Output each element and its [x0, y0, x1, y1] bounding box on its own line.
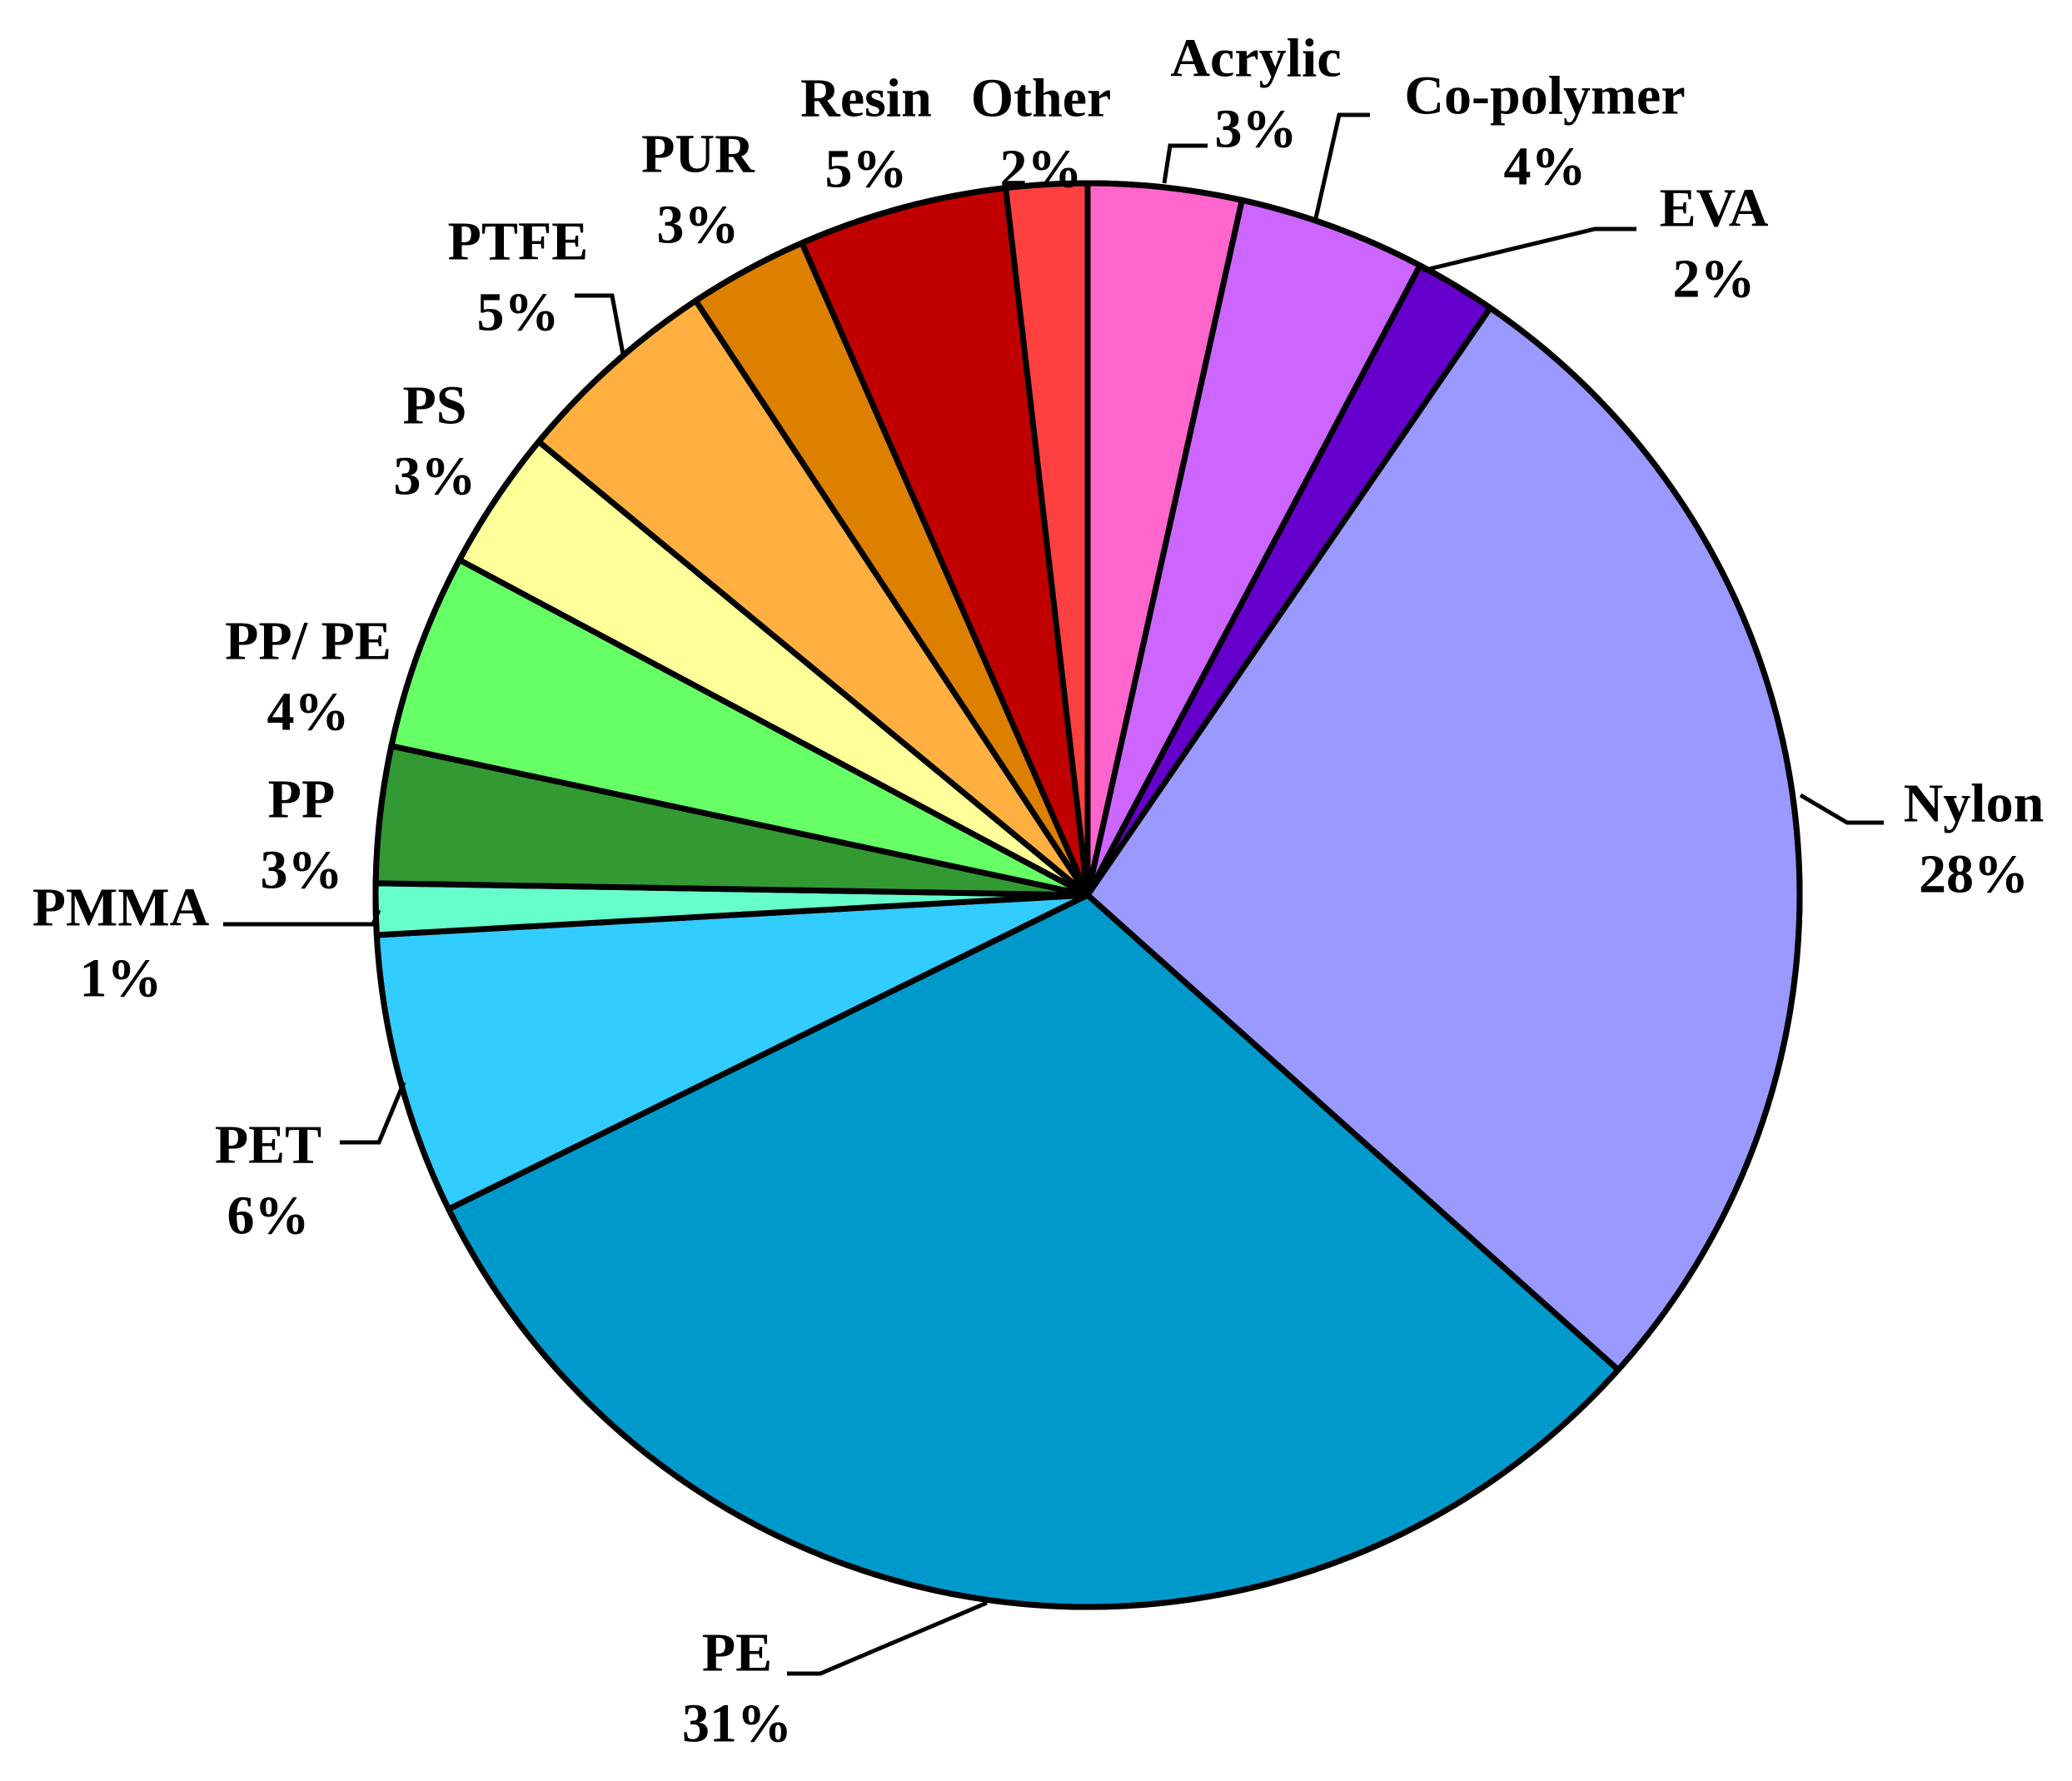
slice-label-acrylic: Acrylic	[1170, 28, 1341, 89]
slice-percent-acrylic: 3%	[1215, 99, 1297, 160]
leader-line-pmma	[223, 909, 381, 927]
slice-percent-pur: 3%	[657, 195, 740, 256]
leader-line-ptfe	[575, 293, 625, 355]
leader-line-co-polymer	[1313, 112, 1370, 219]
slice-percent-eva: 2%	[1673, 249, 1756, 310]
slice-percent-co-polymer: 4%	[1504, 137, 1586, 197]
pie-slices	[372, 180, 1803, 1610]
slice-percent-pp-pe: 4%	[267, 682, 350, 743]
leader-line-eva	[1422, 226, 1636, 273]
slice-label-nylon: Nylon	[1904, 774, 2045, 834]
slice-label-other: Other	[971, 68, 1112, 129]
slice-label-pet: PET	[215, 1115, 321, 1176]
leader-line-pet	[340, 1082, 406, 1145]
slice-percent-ptfe: 5%	[477, 282, 560, 343]
leader-line-pe	[787, 1600, 988, 1676]
slice-label-pp: PP	[268, 769, 336, 830]
leader-lines	[223, 112, 1884, 1676]
leader-line-acrylic	[1162, 143, 1208, 184]
slice-percent-ps: 3%	[394, 446, 476, 507]
slice-label-pp-pe: PP/ PE	[225, 611, 391, 672]
slice-label-ptfe: PTFE	[448, 211, 589, 272]
slice-label-pe: PE	[702, 1623, 772, 1684]
slice-label-pmma: PMMA	[32, 878, 210, 938]
slice-label-ps: PS	[402, 376, 466, 436]
slice-percent-pe: 31%	[682, 1694, 792, 1754]
slice-labels: Acrylic 3% Co-polymer 4% EVA 2% Nylon 28% PE 31% P…	[32, 28, 2045, 1754]
slice-percent-pmma: 1%	[80, 948, 162, 1009]
slice-percent-other: 2%	[1000, 139, 1083, 200]
slice-label-eva: EVA	[1660, 178, 1769, 239]
slice-percent-pp: 3%	[261, 840, 343, 901]
slice-label-co-polymer: Co-polymer	[1404, 66, 1685, 127]
slice-label-resin: Resin	[800, 68, 932, 129]
pie-outline	[372, 180, 1803, 1610]
slice-label-pur: PUR	[641, 124, 755, 185]
slice-percent-pet: 6%	[227, 1186, 310, 1246]
slice-percent-nylon: 28%	[1919, 844, 2029, 905]
slice-percent-resin: 5%	[825, 139, 908, 200]
leader-line-nylon	[1799, 793, 1884, 825]
